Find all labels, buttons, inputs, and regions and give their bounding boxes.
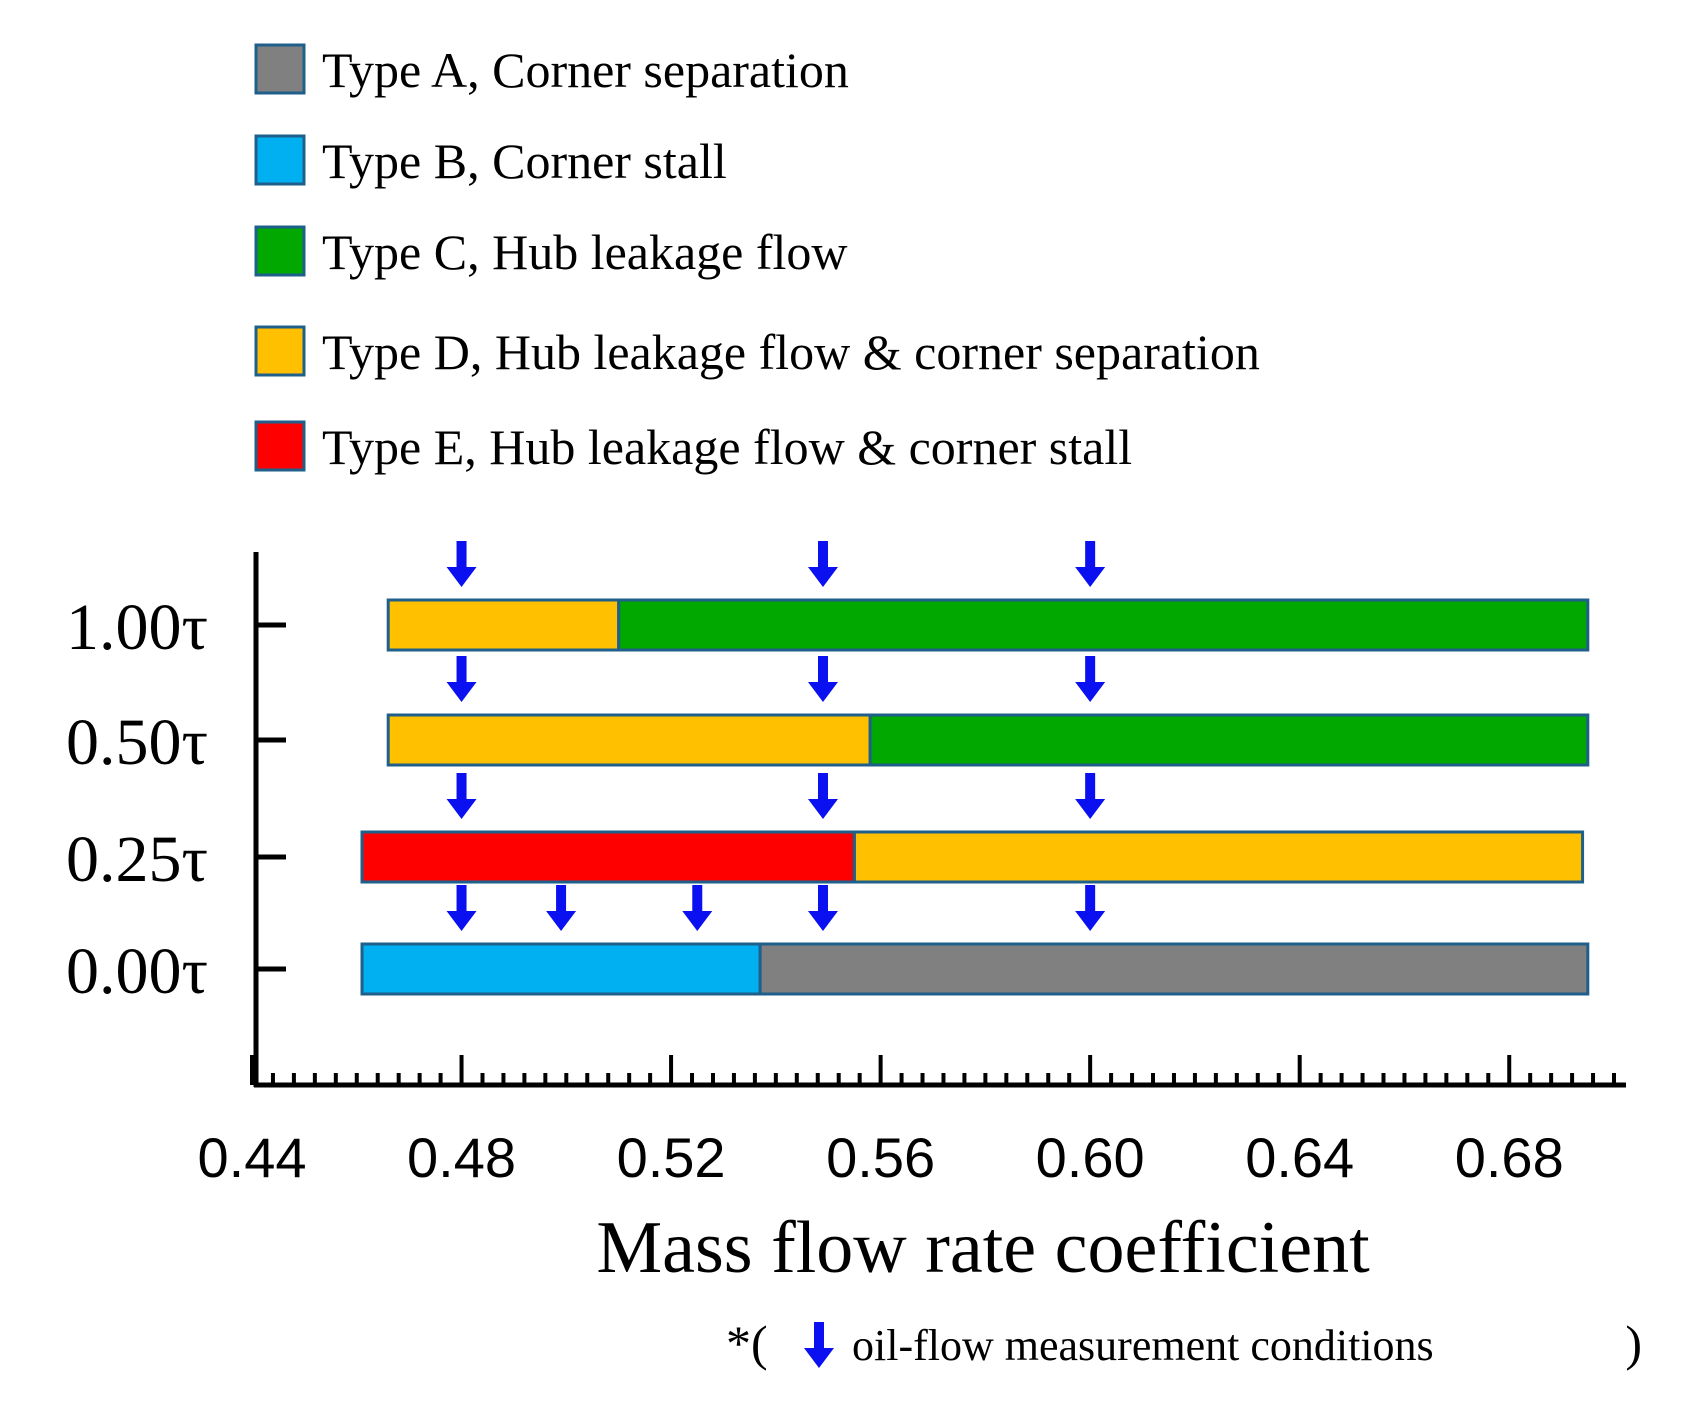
marker-arrow-0-50-2 — [1075, 656, 1106, 702]
marker-arrow-0-50-1 — [807, 656, 838, 702]
oil-flow-markers — [446, 541, 1106, 931]
x-tick-label-0-68: 0.68 — [1455, 1126, 1564, 1189]
footnote-prefix: *( — [726, 1315, 768, 1371]
legend: Type A, Corner separation Type B, Corner … — [254, 42, 1260, 475]
legend-label-type-b: Type B, Corner stall — [322, 133, 727, 189]
legend-swatch-type-c — [254, 225, 306, 277]
marker-arrow-0-00-1 — [546, 885, 577, 931]
bar-0-25-type-d — [852, 830, 1585, 884]
x-tick-label-0-60: 0.60 — [1036, 1126, 1145, 1189]
marker-arrow-0-25-1 — [807, 773, 838, 819]
footnote-text: oil-flow measurement conditions — [852, 1321, 1434, 1370]
legend-label-type-c: Type C, Hub leakage flow — [322, 224, 848, 280]
bar-rows — [360, 598, 1590, 996]
bar-0-00-type-b — [360, 942, 762, 996]
marker-arrow-1-00-1 — [807, 541, 838, 587]
y-tick-label-0-50: 0.50τ — [66, 706, 208, 779]
bar-0-00-type-a — [758, 942, 1590, 996]
marker-arrow-0-00-4 — [1075, 885, 1106, 931]
axes: 1.00τ 0.50τ 0.25τ 0.00τ 0.44 0.48 0.52 0.56 0.60… — [66, 552, 1626, 1289]
bar-0-50-type-c — [868, 713, 1590, 767]
footnote: *( oil-flow measurement conditions) — [726, 1315, 1642, 1371]
legend-swatch-type-e — [254, 420, 306, 472]
legend-label-type-e: Type E, Hub leakage flow & corner stall — [322, 419, 1132, 475]
y-tick-label-0-00: 0.00τ — [66, 935, 208, 1008]
legend-swatch-type-d — [254, 325, 306, 377]
x-tick-label-0-48: 0.48 — [407, 1126, 516, 1189]
marker-arrow-0-25-0 — [446, 773, 477, 819]
marker-arrow-0-00-0 — [446, 885, 477, 931]
bar-1-00-type-d — [386, 598, 621, 652]
legend-swatch-type-a — [254, 43, 306, 95]
x-axis-title: Mass flow rate coefficient — [596, 1207, 1370, 1289]
marker-arrow-0-00-2 — [682, 885, 713, 931]
y-tick-label-0-25: 0.25τ — [66, 823, 208, 896]
legend-swatch-type-b — [254, 134, 306, 186]
bar-0-50-type-d — [386, 713, 872, 767]
bar-1-00-type-c — [617, 598, 1590, 652]
x-tick-label-0-64: 0.64 — [1245, 1126, 1354, 1189]
bar-0-25-type-e — [360, 830, 856, 884]
y-tick-label-1-00: 1.00τ — [66, 591, 208, 664]
marker-arrow-1-00-0 — [446, 541, 477, 587]
legend-label-type-a: Type A, Corner separation — [322, 42, 849, 98]
footnote-arrow-icon — [804, 1322, 834, 1368]
x-tick-label-0-56: 0.56 — [826, 1126, 935, 1189]
legend-label-type-d: Type D, Hub leakage flow & corner separa… — [322, 324, 1260, 380]
marker-arrow-0-25-2 — [1075, 773, 1106, 819]
marker-arrow-0-50-0 — [446, 656, 477, 702]
footnote-suffix: ) — [1625, 1315, 1642, 1371]
marker-arrow-0-00-3 — [807, 885, 838, 931]
x-tick-label-0-44: 0.44 — [198, 1126, 307, 1189]
marker-arrow-1-00-2 — [1075, 541, 1106, 587]
x-tick-label-0-52: 0.52 — [617, 1126, 726, 1189]
